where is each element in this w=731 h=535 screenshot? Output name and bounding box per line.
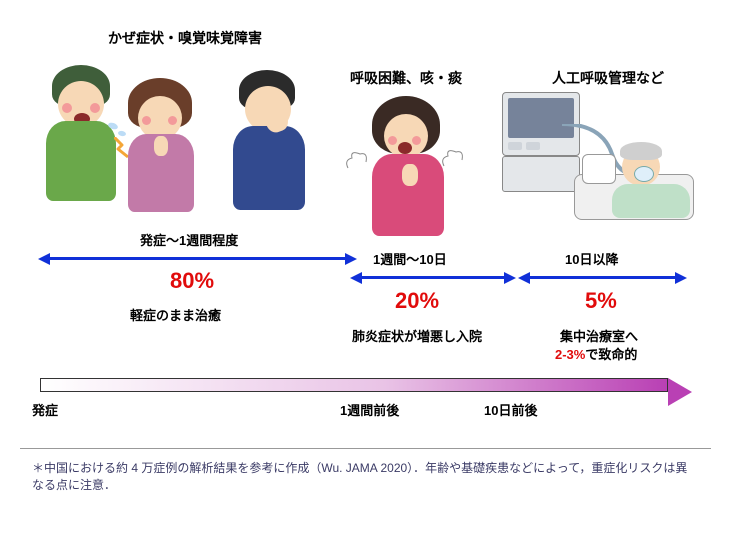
person-throat-pain bbox=[118, 78, 208, 218]
stage2-arrow bbox=[362, 276, 504, 279]
stage1-arrow bbox=[50, 257, 345, 260]
stage3-period: 10日以降 bbox=[565, 249, 618, 268]
fatal-percent: 2-3% bbox=[555, 347, 585, 362]
stage2-title: 呼吸困難、咳・痰 bbox=[350, 68, 462, 88]
person-coughing-green bbox=[38, 65, 128, 215]
infographic-canvas: かぜ症状・嗅覚味覚障害 呼吸困難、咳・痰 人工呼吸管理など bbox=[0, 0, 731, 535]
stage2-period: 1週間〜10日 bbox=[373, 249, 447, 268]
person-anosmia bbox=[225, 70, 320, 220]
stage1-period: 発症〜1週間程度 bbox=[140, 230, 238, 249]
stage2-percent: 20% bbox=[395, 288, 439, 314]
stage1-outcome: 軽症のまま治癒 bbox=[130, 305, 221, 324]
fatal-suffix: で致命的 bbox=[585, 347, 637, 362]
footnote-divider bbox=[20, 448, 711, 449]
stage3-title: 人工呼吸管理など bbox=[552, 68, 664, 88]
timeline-arrowhead bbox=[668, 378, 692, 406]
stage3-fatal: 2-3%で致命的 bbox=[555, 344, 637, 363]
stage2-outcome: 肺炎症状が増悪し入院 bbox=[352, 326, 482, 345]
axis-onset: 発症 bbox=[32, 400, 58, 419]
stage1-title: かぜ症状・嗅覚味覚障害 bbox=[108, 28, 262, 48]
stage3-outcome: 集中治療室へ bbox=[560, 326, 638, 345]
timeline-arrow bbox=[40, 378, 668, 392]
stage1-percent: 80% bbox=[170, 268, 214, 294]
axis-1week: 1週間前後 bbox=[340, 400, 399, 419]
icu-scene bbox=[502, 92, 702, 242]
stage3-arrow bbox=[530, 276, 675, 279]
stage3-percent: 5% bbox=[585, 288, 617, 314]
person-dyspnea bbox=[358, 96, 468, 246]
axis-10days: 10日前後 bbox=[484, 400, 537, 419]
footnote-text: ＊中国における約 4 万症例の解析結果を参考に作成（Wu. JAMA 2020）… bbox=[18, 452, 713, 499]
